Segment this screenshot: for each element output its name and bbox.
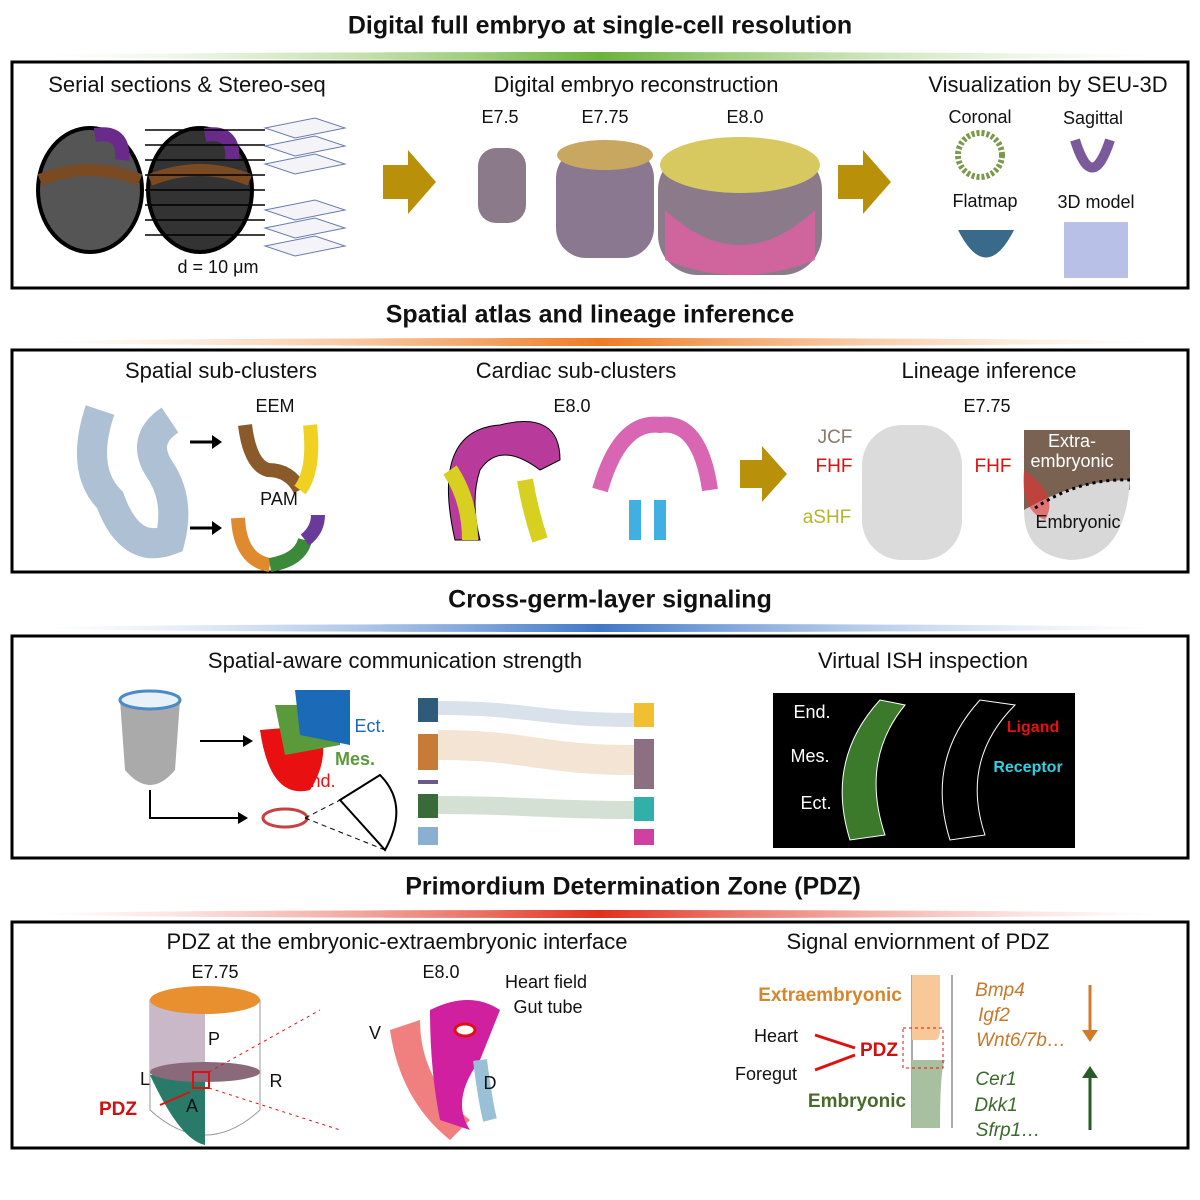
label: R [270,1071,283,1091]
cluster-icons [77,405,1131,572]
panel-title: Virtual ISH inspection [818,648,1028,673]
label: End. [793,702,830,722]
gene: Sfrp1… [976,1120,1040,1141]
embryo-icons [36,117,1128,278]
label: Heart field [505,972,587,992]
panel-box [10,60,1190,290]
gene: Dkk1 [974,1095,1017,1116]
label: V [369,1023,381,1043]
signaling-icons [118,689,1075,852]
section-title: Digital full embryo at single-cell resol… [348,12,852,40]
label: 3D model [1057,192,1134,212]
label: Heart [754,1026,798,1046]
label: PAM [260,489,298,509]
panel-title: Signal enviornment of PDZ [787,929,1050,954]
panel-box [10,920,1190,1150]
panel-title: PDZ at the embryonic-extraembryonic inte… [167,929,628,954]
label: Embryonic [1035,512,1120,532]
divider [40,52,1160,60]
label: d = 10 μm [178,257,259,277]
label: JCF [818,427,853,448]
gene: Cer1 [975,1069,1016,1090]
label: PDZ [860,1040,898,1061]
label: E7.5 [481,107,518,127]
pdz-icons [149,975,1098,1145]
label: E8.0 [422,962,459,982]
label: A [186,1096,198,1116]
label: Ect. [800,793,831,813]
label: E7.75 [191,962,238,982]
panel-box [10,634,1190,860]
divider [40,910,1160,918]
label: Coronal [948,107,1011,127]
label: Mes. [790,746,829,766]
label: Gut tube [513,997,582,1017]
label: End. [298,771,335,791]
label: E7.75 [581,107,628,127]
section-title: Cross-germ-layer signaling [448,586,772,614]
label: Ligand [1007,719,1059,736]
panel-title: Lineage inference [902,358,1077,383]
label: Ect. [354,716,385,736]
label: Receptor [993,759,1062,776]
label: Sagittal [1063,108,1123,128]
section-title: Primordium Determination Zone (PDZ) [405,873,861,901]
section-2: Spatial atlas and lineage inference Spat… [10,301,1190,574]
panel-title: Visualization by SEU-3D [928,72,1167,97]
panel-title: Spatial-aware communication strength [208,648,582,673]
section-3: Cross-germ-layer signaling Spatial-aware… [10,586,1190,860]
label: P [208,1029,220,1049]
gene: Igf2 [978,1005,1010,1026]
label: Extraembryonic [758,985,902,1006]
label: Mes. [335,749,375,769]
divider [40,338,1160,346]
label: FHF [975,456,1012,477]
panel-title: Cardiac sub-clusters [476,358,677,383]
label: E8.0 [726,107,763,127]
label: EEM [255,396,294,416]
panel-title: Serial sections & Stereo-seq [48,72,326,97]
section-1: Digital full embryo at single-cell resol… [10,12,1190,290]
section-4: Primordium Determination Zone (PDZ) PDZ … [10,873,1190,1150]
divider [40,624,1160,632]
label: Foregut [735,1064,797,1084]
panel-title: Digital embryo reconstruction [494,72,779,97]
label: FHF [816,456,853,477]
panel-title: Spatial sub-clusters [125,358,317,383]
label: E7.75 [963,396,1010,416]
label: embryonic [1030,451,1113,471]
label: Embryonic [808,1091,907,1112]
label: PDZ [99,1099,137,1120]
section-title: Spatial atlas and lineage inference [386,301,795,329]
label: Extra- [1048,431,1096,451]
label: D [484,1073,497,1093]
gene: Wnt6/7b… [976,1030,1066,1051]
panel-box [10,348,1190,574]
label: E8.0 [553,396,590,416]
label: L [140,1069,150,1089]
label: Flatmap [952,191,1017,211]
gene: Bmp4 [975,980,1025,1001]
label: aSHF [803,507,852,528]
